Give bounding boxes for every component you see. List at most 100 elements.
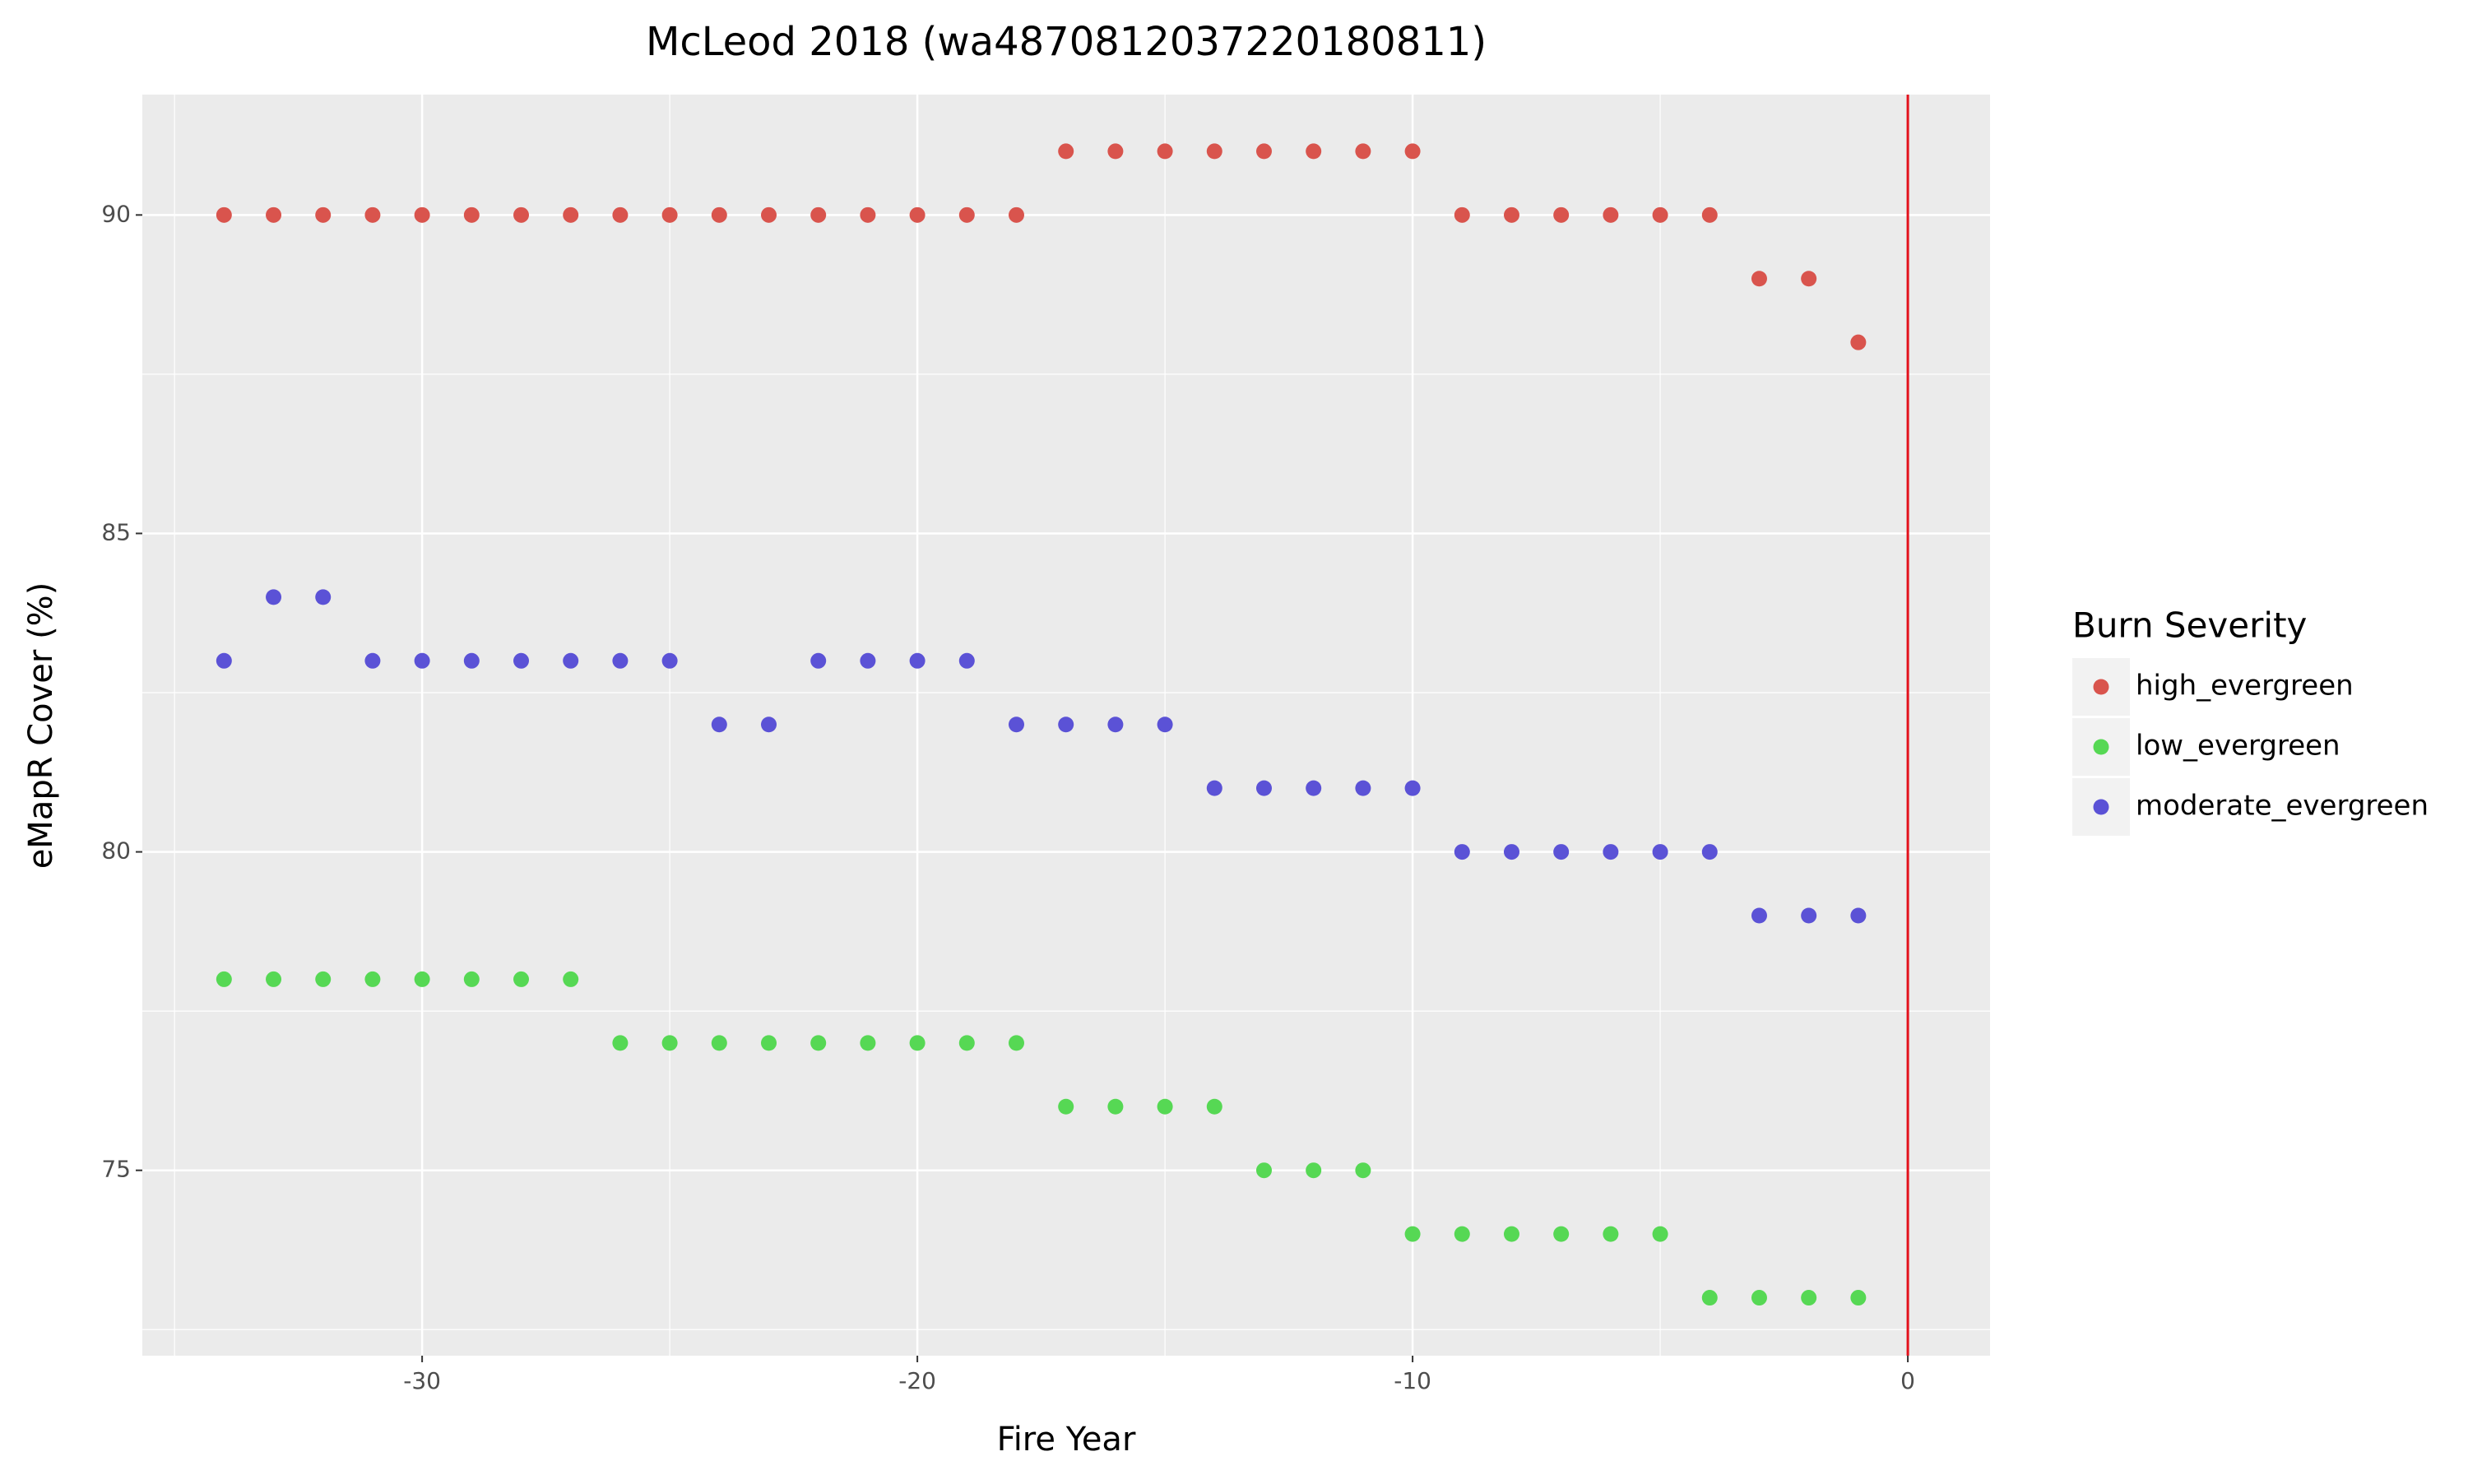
- y-tick-label: 75: [101, 1156, 131, 1183]
- point: [1652, 844, 1668, 860]
- point: [1801, 271, 1817, 287]
- point: [761, 206, 777, 223]
- point: [1850, 1290, 1867, 1306]
- point: [761, 1035, 777, 1051]
- point: [1255, 1162, 1272, 1179]
- point: [1553, 1226, 1570, 1242]
- point: [612, 652, 629, 669]
- point: [909, 206, 926, 223]
- point: [1206, 780, 1222, 796]
- point: [315, 206, 332, 223]
- x-tick-label: -20: [898, 1367, 936, 1394]
- point: [958, 206, 975, 223]
- point: [1801, 907, 1817, 924]
- point: [1553, 844, 1570, 860]
- point: [1058, 716, 1074, 733]
- point: [266, 971, 282, 987]
- point: [612, 1035, 629, 1051]
- point: [860, 206, 876, 223]
- point: [414, 206, 430, 223]
- point: [1157, 716, 1173, 733]
- point: [1255, 143, 1272, 160]
- point: [810, 1035, 827, 1051]
- point: [563, 206, 579, 223]
- y-tick-label: 85: [101, 518, 131, 545]
- point: [661, 206, 678, 223]
- legend-marker: [2093, 799, 2109, 815]
- point: [1355, 1162, 1371, 1179]
- point: [1652, 1226, 1668, 1242]
- chart-title: McLeod 2018 (wa4870812037220180811): [646, 19, 1487, 65]
- point: [1503, 206, 1519, 223]
- point: [1801, 1290, 1817, 1306]
- legend-marker: [2093, 679, 2109, 695]
- point: [958, 652, 975, 669]
- point: [1701, 206, 1718, 223]
- legend-marker: [2093, 739, 2109, 755]
- point: [1404, 1226, 1421, 1242]
- point: [1701, 1290, 1718, 1306]
- y-tick-label: 80: [101, 837, 131, 865]
- x-tick-label: -10: [1394, 1367, 1431, 1394]
- point: [463, 971, 480, 987]
- point: [1503, 1226, 1519, 1242]
- point: [1454, 1226, 1470, 1242]
- point: [1751, 271, 1767, 287]
- point: [1404, 143, 1421, 160]
- point: [860, 1035, 876, 1051]
- point: [1058, 143, 1074, 160]
- point: [1454, 844, 1470, 860]
- point: [315, 971, 332, 987]
- point: [1454, 206, 1470, 223]
- point: [1603, 844, 1619, 860]
- point: [1107, 1098, 1124, 1115]
- point: [1751, 907, 1767, 924]
- point: [414, 971, 430, 987]
- point: [1404, 780, 1421, 796]
- point: [1255, 780, 1272, 796]
- point: [909, 652, 926, 669]
- y-tick-label: 90: [101, 200, 131, 227]
- legend-label: moderate_evergreen: [2136, 790, 2429, 823]
- point: [1009, 1035, 1025, 1051]
- point: [1701, 844, 1718, 860]
- x-tick-label: 0: [1900, 1367, 1915, 1394]
- point: [216, 652, 232, 669]
- point: [1306, 1162, 1322, 1179]
- point: [1157, 1098, 1173, 1115]
- point: [761, 716, 777, 733]
- point: [661, 1035, 678, 1051]
- point: [563, 652, 579, 669]
- legend-label: high_evergreen: [2136, 670, 2354, 703]
- point: [364, 652, 381, 669]
- point: [1850, 334, 1867, 350]
- point: [661, 652, 678, 669]
- point: [1306, 143, 1322, 160]
- point: [1503, 844, 1519, 860]
- point: [1850, 907, 1867, 924]
- point: [513, 652, 530, 669]
- point: [711, 206, 727, 223]
- point: [1553, 206, 1570, 223]
- point: [364, 206, 381, 223]
- point: [1058, 1098, 1074, 1115]
- point: [1603, 206, 1619, 223]
- point: [266, 589, 282, 605]
- point: [1751, 1290, 1767, 1306]
- point: [860, 652, 876, 669]
- legend-label: low_evergreen: [2136, 730, 2340, 763]
- point: [1652, 206, 1668, 223]
- legend-title: Burn Severity: [2072, 605, 2307, 646]
- point: [463, 206, 480, 223]
- point: [1206, 1098, 1222, 1115]
- point: [364, 971, 381, 987]
- point: [414, 652, 430, 669]
- point: [1603, 1226, 1619, 1242]
- point: [1157, 143, 1173, 160]
- point: [315, 589, 332, 605]
- point: [1355, 143, 1371, 160]
- point: [216, 971, 232, 987]
- point: [1009, 206, 1025, 223]
- point: [513, 206, 530, 223]
